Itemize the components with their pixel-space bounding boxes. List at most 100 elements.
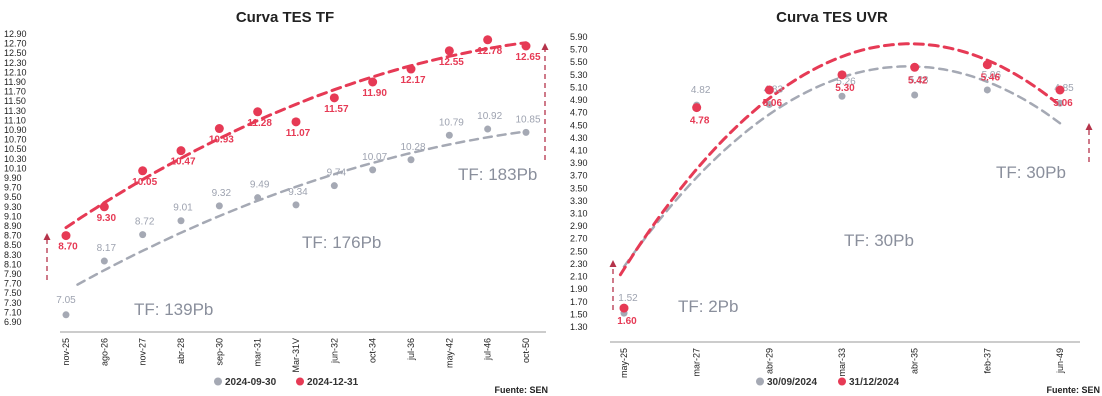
data-point-2024-09-30 [445, 131, 453, 139]
y-tick-label: 3.70 [570, 171, 588, 181]
y-tick-label: 1.90 [570, 284, 588, 294]
spread-arrow-head [1085, 123, 1093, 130]
data-label-2024-09-30: 9.74 [327, 168, 347, 179]
data-label-2024-12-31: 11.07 [286, 128, 311, 139]
data-label-2024-12-31: 10.93 [209, 135, 234, 146]
spread-arrow-head [609, 260, 617, 267]
data-label-2024-12-31: 10.05 [132, 177, 157, 188]
data-label-31/12/2024: 5.30 [835, 83, 855, 94]
data-point-31/12/2024 [764, 85, 774, 95]
data-label-2024-12-31: 11.57 [324, 104, 349, 115]
y-tick-label: 7.50 [4, 288, 22, 298]
data-point-2024-09-30 [215, 202, 223, 210]
data-point-2024-12-31 [329, 93, 339, 103]
y-tick-label: 8.50 [4, 240, 22, 250]
x-tick-label: ago-26 [99, 338, 109, 366]
data-label-2024-12-31: 12.78 [477, 46, 502, 57]
y-tick-label: 11.90 [4, 77, 26, 87]
y-tick-label: 11.10 [4, 115, 26, 125]
data-point-2024-09-30 [254, 194, 262, 202]
data-label-31/12/2024: 1.60 [617, 316, 637, 327]
data-label-2024-09-30: 10.79 [439, 117, 464, 128]
data-point-2024-09-30 [100, 257, 108, 265]
x-tick-label: may-25 [619, 348, 629, 378]
y-tick-label: 1.50 [570, 309, 588, 319]
data-label-2024-12-31: 8.70 [58, 242, 78, 253]
data-point-2024-09-30 [407, 156, 415, 164]
y-tick-label: 10.70 [4, 135, 27, 145]
spread-annotation: TF: 30Pb [996, 163, 1066, 182]
data-label-2024-09-30: 10.85 [515, 114, 540, 125]
data-label-2024-12-31: 12.17 [400, 75, 425, 86]
y-tick-label: 11.50 [4, 96, 26, 106]
chart-panel-tes-uvr: Curva TES UVR 5.90 5.70 5.50 5.30 5.10 4.90 4.7… [560, 0, 1102, 396]
x-tick-label: mar-31 [253, 338, 263, 367]
spread-annotation: TF: 2Pb [678, 297, 738, 316]
data-point-2024-09-30 [484, 125, 492, 133]
y-tick-label: 3.90 [570, 158, 588, 168]
chart-title: Curva TES UVR [776, 9, 888, 26]
data-point-30/09/2024 [983, 86, 991, 94]
y-tick-label: 3.50 [570, 183, 588, 193]
y-tick-label: 11.70 [4, 87, 26, 97]
x-tick-label: jul-46 [483, 338, 493, 361]
y-tick-label: 9.10 [4, 211, 22, 221]
data-label-2024-12-31: 11.90 [362, 88, 387, 99]
y-tick-label: 7.30 [4, 298, 22, 308]
spread-annotation: TF: 183Pb [458, 165, 537, 184]
y-tick-label: 2.30 [570, 259, 588, 269]
y-tick-label: 12.30 [4, 58, 27, 68]
y-tick-label: 2.70 [570, 234, 588, 244]
y-tick-label: 12.10 [4, 67, 27, 77]
data-label-31/12/2024: 5.06 [763, 98, 783, 109]
data-point-31/12/2024 [692, 103, 702, 113]
trend-line-31/12/2024 [618, 42, 1062, 277]
x-tick-label: nov-25 [61, 338, 71, 366]
y-tick-label: 2.50 [570, 246, 588, 256]
data-label-31/12/2024: 5.46 [981, 73, 1001, 84]
y-tick-label: 8.30 [4, 250, 22, 260]
data-label-2024-09-30: 9.49 [250, 180, 270, 191]
x-tick-label: feb-37 [982, 348, 992, 374]
x-tick-label: oct-34 [368, 338, 378, 363]
data-label-31/12/2024: 4.78 [690, 116, 710, 127]
data-label-2024-12-31: 12.55 [439, 57, 464, 68]
y-tick-label: 5.50 [570, 57, 588, 67]
y-tick-label: 8.90 [4, 221, 22, 231]
data-label-2024-12-31: 12.65 [515, 52, 540, 63]
y-tick-label: 9.30 [4, 202, 22, 212]
y-tick-label: 8.10 [4, 259, 22, 269]
data-label-2024-09-30: 10.92 [477, 111, 502, 122]
x-tick-label: may-42 [444, 338, 454, 368]
x-tick-label: nov-27 [138, 338, 148, 366]
y-tick-label: 9.70 [4, 183, 22, 193]
data-label-31/12/2024: 5.06 [1053, 98, 1073, 109]
x-tick-label: oct-50 [521, 338, 531, 363]
data-label-2024-09-30: 7.05 [56, 295, 76, 306]
data-point-30/09/2024 [838, 92, 846, 100]
data-label-2024-09-30: 8.17 [97, 243, 117, 254]
y-tick-label: 1.70 [570, 297, 588, 307]
data-point-2024-12-31 [483, 35, 493, 45]
data-point-31/12/2024 [1055, 85, 1065, 95]
legend-marker-2024-09-30 [214, 377, 222, 386]
y-tick-label: 10.50 [4, 144, 27, 154]
x-tick-label: abr-28 [176, 338, 186, 364]
data-point-2024-12-31 [61, 231, 71, 241]
chart-tes-tf: Curva TES TF12.9012.7012.5012.3012.1011.… [4, 9, 549, 395]
y-tick-label: 1.30 [570, 322, 588, 332]
data-point-2024-09-30 [522, 128, 530, 136]
x-tick-label: Mar-31V [291, 338, 301, 373]
data-point-2024-09-30 [369, 166, 377, 174]
data-label-2024-09-30: 9.01 [173, 203, 193, 214]
data-point-30/09/2024 [765, 100, 773, 108]
y-tick-label: 9.90 [4, 173, 22, 183]
data-point-2024-09-30 [62, 311, 70, 319]
spread-annotation: TF: 30Pb [844, 231, 914, 250]
y-tick-label: 6.90 [4, 317, 22, 327]
data-point-2024-09-30 [292, 201, 300, 209]
x-tick-label: sep-30 [214, 338, 224, 366]
data-point-30/09/2024 [911, 91, 919, 99]
data-label-2024-12-31: 11.28 [247, 118, 272, 129]
data-point-2024-09-30 [330, 182, 338, 190]
